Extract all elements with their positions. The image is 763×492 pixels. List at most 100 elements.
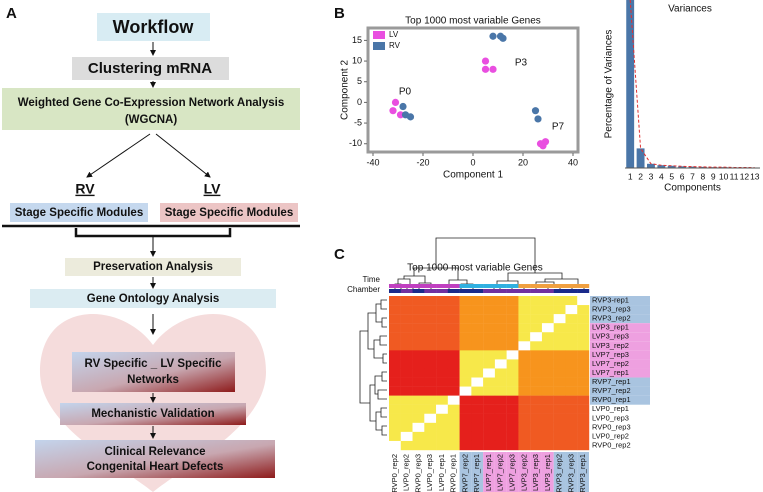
heatmap-cell [542,405,554,414]
workflow-title: Workflow [113,17,195,37]
heatmap-cell [471,296,483,305]
x-tick-label: 5 [669,171,674,181]
heatmap-cell [542,396,554,405]
heatmap-cell [507,396,519,405]
heatmap-cell [565,396,577,405]
heatmap-cell [436,378,448,387]
time-annotation [483,284,495,288]
heatmap-cell [507,332,519,341]
heatmap-cell [530,323,542,332]
heatmap-cell [577,359,589,368]
heatmap-cell [495,368,507,377]
workflow-step: RV Specific _ LV Specific [85,358,223,370]
chamber-annotation [565,289,577,293]
column-label: LVP3_rep1 [543,454,552,491]
x-tick-label: 20 [518,157,528,167]
heatmap-cell [530,368,542,377]
heatmap-cell [495,332,507,341]
heatmap-cell [389,296,401,305]
heatmap-cell [389,378,401,387]
heatmap-cell [483,378,495,387]
x-tick-label: 40 [568,157,578,167]
heatmap-cell [530,396,542,405]
heatmap-cell [542,378,554,387]
heatmap-cell [436,414,448,423]
heatmap-cell [460,414,472,423]
point [392,99,399,106]
heatmap-cell [565,368,577,377]
heatmap-cell [413,378,425,387]
heatmap-cell [424,423,436,432]
heatmap-cell [518,305,530,314]
heatmap-cell [495,323,507,332]
chamber-annotation [471,289,483,293]
heatmap-cell [495,378,507,387]
workflow-step: Weighted Gene Co-Expression Network Anal… [18,97,284,109]
heatmap-cell [554,323,566,332]
heatmap-cell [483,368,495,377]
heatmap-cell [471,332,483,341]
heatmap-cell [424,314,436,323]
heatmap-cell [542,359,554,368]
chamber-annotation [495,289,507,293]
workflow-step: Stage Specific Modules [165,207,293,219]
heatmap-cell [389,396,401,405]
panel-label: B [334,5,345,22]
heatmap-cell [565,359,577,368]
heatmap-cell [460,396,472,405]
workflow-step: Networks [127,374,179,386]
heatmap-cell [424,359,436,368]
point [542,138,549,145]
heatmap-cell [424,405,436,414]
heatmap-cell [460,314,472,323]
annotation-label: Chamber [347,285,380,294]
heatmap-cell [471,323,483,332]
heatmap-cell [413,441,425,450]
time-annotation [424,284,436,288]
column-label: RVP0_rep3 [413,454,422,492]
heatmap-cell [518,414,530,423]
heatmap-cell [530,350,542,359]
time-annotation [554,284,566,288]
time-annotation [518,284,530,288]
heatmap-cell [471,423,483,432]
heatmap-cell [448,405,460,414]
y-tick-label: 10 [352,55,362,65]
row-label: RVP0_rep1 [592,395,631,404]
heatmap-cell [413,341,425,350]
heatmap-cell [424,305,436,314]
column-label: LVP7_rep3 [508,454,517,491]
row-label: LVP0_rep2 [592,431,629,440]
chamber-annotation [389,289,401,293]
annotation: P7 [552,122,565,133]
heatmap-cell [577,423,589,432]
heatmap-cell [424,323,436,332]
heatmap-cell [471,368,483,377]
heatmap-cell [577,396,589,405]
column-label: RVP3_rep2 [555,454,564,492]
heatmap-cell [554,305,566,314]
heatmap-cell [413,396,425,405]
heatmap-cell [495,441,507,450]
heatmap-cell [518,396,530,405]
time-annotation [471,284,483,288]
heatmap-cell [565,432,577,441]
heatmap-cell [518,405,530,414]
x-tick-label: 4 [659,171,664,181]
chamber-annotation [413,289,425,293]
heatmap-cell [542,296,554,305]
y-axis-label: Percentage of Variances [604,30,615,139]
row-label: RVP3-rep1 [592,296,629,305]
row-label: LVP7_rep2 [592,359,629,368]
heatmap-cell [436,387,448,396]
heatmap-cell [401,332,413,341]
heatmap-cell [542,332,554,341]
heatmap-cell [565,414,577,423]
heatmap-cell [389,405,401,414]
heatmap-cell [530,441,542,450]
heatmap-cell [389,305,401,314]
heatmap-cell [530,296,542,305]
lv-heading: LV [204,181,222,197]
x-axis-label: Components [664,183,721,194]
